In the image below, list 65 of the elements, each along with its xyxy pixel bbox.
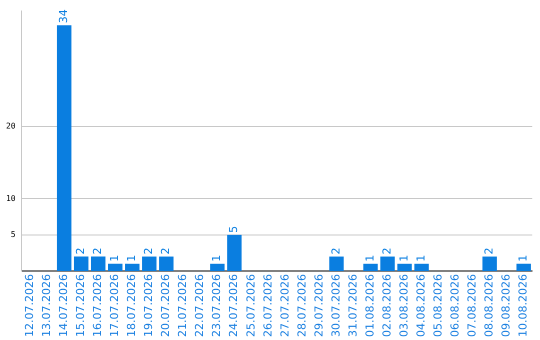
x-tick-label: 09.08.2026	[500, 274, 513, 338]
x-tick-label: 20.07.2026	[159, 274, 172, 338]
data-label: 1	[210, 254, 224, 262]
data-label: 1	[397, 254, 410, 262]
y-tick-label: 5	[10, 230, 16, 239]
bar	[90, 256, 106, 272]
bar	[329, 256, 344, 272]
x-tick-label: 05.08.2026	[431, 274, 444, 338]
y-tick-label: 20	[6, 122, 16, 131]
x-tick-label: 27.07.2026	[278, 274, 292, 338]
data-label: 2	[159, 248, 172, 255]
x-tick-label: 24.07.2026	[227, 274, 240, 338]
x-tick-label: 22.07.2026	[193, 274, 206, 338]
bar	[516, 264, 531, 272]
data-label: 1	[108, 254, 122, 262]
data-label: 1	[363, 254, 376, 262]
x-tick-label: 14.07.2026	[57, 274, 70, 338]
x-tick-label: 28.07.2026	[295, 274, 308, 338]
x-tick-label: 08.08.2026	[482, 274, 496, 338]
bar	[210, 264, 225, 272]
x-tick-label: 23.07.2026	[210, 274, 224, 338]
data-label: 1	[414, 254, 428, 262]
bar	[380, 256, 395, 272]
bar	[159, 256, 174, 272]
x-tick-label: 13.07.2026	[40, 274, 54, 338]
x-tick-label: 29.07.2026	[312, 274, 326, 338]
data-label: 2	[380, 248, 394, 255]
bar	[142, 256, 157, 272]
data-label: 2	[329, 248, 342, 255]
x-tick-label: 12.07.2026	[23, 274, 36, 338]
data-label: 34	[57, 9, 70, 24]
x-tick-label: 25.07.2026	[244, 274, 258, 338]
bar	[397, 264, 412, 272]
data-label: 1	[516, 254, 530, 262]
x-tick-label: 17.07.2026	[108, 274, 122, 338]
x-tick-label: 18.07.2026	[125, 274, 138, 338]
data-label: 2	[74, 248, 88, 255]
x-tick-label: 21.07.2026	[176, 274, 190, 338]
bar	[108, 264, 122, 272]
x-tick-label: 06.08.2026	[448, 274, 462, 338]
x-tick-label: 07.08.2026	[466, 274, 478, 338]
bar	[74, 256, 88, 272]
bar	[56, 25, 72, 272]
x-tick-label: 19.07.2026	[142, 274, 156, 338]
x-tick-label: 15.07.2026	[74, 274, 88, 338]
bar	[125, 264, 140, 272]
x-tick-label: 01.08.2026	[363, 274, 376, 338]
bar	[482, 256, 497, 272]
x-tick-label: 03.08.2026	[397, 274, 410, 338]
data-label: 2	[482, 248, 496, 255]
bar	[227, 234, 242, 272]
x-tick-label: 04.08.2026	[414, 274, 428, 338]
x-tick-label: 16.07.2026	[91, 274, 104, 338]
y-tick-label: 10	[6, 194, 16, 203]
data-label: 2	[91, 248, 104, 255]
bar	[363, 264, 378, 272]
x-tick-label: 30.07.2026	[329, 274, 342, 338]
data-label: 5	[227, 226, 240, 233]
x-tick-label: 31.07.2026	[346, 274, 360, 338]
data-label: 2	[142, 248, 156, 255]
data-label: 1	[125, 254, 138, 262]
bar	[414, 264, 429, 272]
x-tick-label: 26.07.2026	[261, 274, 274, 338]
x-tick-label: 02.08.2026	[380, 274, 394, 338]
x-tick-label: 10.08.2026	[516, 274, 530, 338]
